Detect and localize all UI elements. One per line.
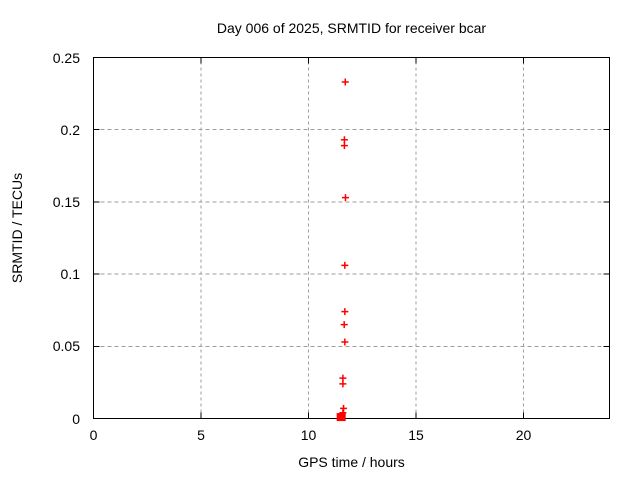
y-tick-label: 0.05 [52, 338, 80, 355]
data-point-marker [339, 380, 347, 388]
x-axis-title: GPS time / hours [298, 454, 405, 470]
data-point-marker [340, 321, 348, 329]
data-point-marker [341, 261, 349, 269]
y-tick-label: 0.25 [52, 49, 80, 66]
data-point-marker [341, 194, 349, 202]
x-tick-label: 0 [89, 427, 98, 443]
x-tick-label: 15 [408, 427, 424, 443]
zero-cluster-marker [336, 413, 346, 422]
y-tick-label: 0.2 [60, 121, 80, 138]
chart-title: Day 006 of 2025, SRMTID for receiver bca… [216, 20, 487, 36]
data-point-marker [340, 142, 348, 150]
y-tick-label: 0 [72, 410, 80, 427]
x-tick-label: 5 [197, 427, 205, 443]
y-tick-label: 0.15 [52, 193, 80, 210]
data-point-marker [341, 338, 349, 346]
x-tick-label: 10 [300, 427, 317, 443]
y-tick-label: 0.1 [60, 266, 80, 283]
x-tick-label: 20 [515, 427, 532, 443]
plot-border [93, 57, 610, 419]
data-point-marker [341, 78, 349, 86]
data-point-marker [341, 308, 349, 316]
plot-area [93, 57, 610, 422]
